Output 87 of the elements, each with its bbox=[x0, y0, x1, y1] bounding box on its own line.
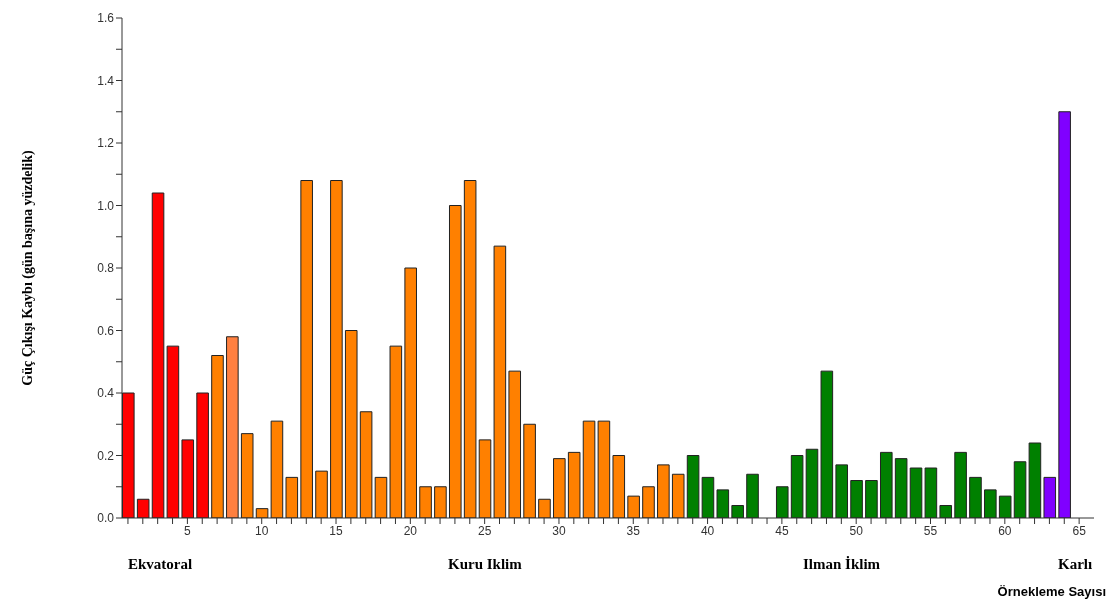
bar bbox=[523, 423, 536, 518]
bar bbox=[894, 458, 908, 518]
x-axis-title: Örnekleme Sayısı bbox=[997, 584, 1106, 599]
y-tick-label: 1.2 bbox=[97, 136, 115, 151]
x-tick-label: 45 bbox=[775, 523, 789, 538]
y-tick-label: 0.4 bbox=[97, 386, 115, 401]
y-tick-label: 1.0 bbox=[97, 198, 115, 213]
x-tick-label: 30 bbox=[552, 523, 566, 538]
bar bbox=[597, 420, 611, 518]
bar bbox=[924, 467, 938, 518]
text: Karlı bbox=[1058, 556, 1093, 573]
y-tick-label: 0.0 bbox=[97, 511, 115, 526]
x-tick-label: 35 bbox=[626, 523, 641, 538]
x-tick-label: 15 bbox=[329, 523, 344, 538]
y-tick-label: 1.4 bbox=[97, 73, 115, 88]
x-tick-label: 5 bbox=[184, 523, 192, 538]
x-tick-label: 65 bbox=[1072, 523, 1087, 538]
bar bbox=[582, 420, 596, 518]
bar bbox=[374, 476, 388, 518]
x-tick-label: 55 bbox=[923, 523, 938, 538]
text: Kuru Iklim bbox=[448, 556, 522, 573]
text: Ekvatoral bbox=[128, 556, 193, 573]
bar bbox=[731, 505, 744, 518]
bar bbox=[790, 455, 804, 518]
bar bbox=[969, 476, 982, 518]
bar bbox=[1058, 111, 1071, 518]
bar bbox=[553, 458, 566, 518]
bar bbox=[612, 455, 626, 518]
bar bbox=[448, 205, 462, 518]
bar bbox=[508, 370, 522, 518]
text: Ilman İklim bbox=[803, 556, 881, 573]
y-tick-label: 0.8 bbox=[97, 261, 115, 276]
bar bbox=[716, 489, 730, 518]
bar bbox=[151, 192, 165, 518]
bar bbox=[330, 180, 343, 518]
x-tick-label: 50 bbox=[849, 523, 864, 538]
bar bbox=[850, 480, 863, 518]
bar bbox=[1043, 476, 1057, 518]
x-tick-label: 20 bbox=[403, 523, 418, 538]
bar bbox=[285, 476, 299, 518]
bar bbox=[315, 470, 328, 518]
bar bbox=[1013, 461, 1027, 518]
bar bbox=[493, 245, 507, 518]
bar bbox=[226, 336, 239, 518]
bar bbox=[211, 355, 224, 518]
bar bbox=[434, 486, 447, 518]
bar bbox=[300, 180, 313, 518]
x-tick-label: 40 bbox=[700, 523, 715, 538]
bar bbox=[136, 498, 150, 518]
y-axis-title: Güç Çıkışı Kaybı (gün başına yüzdelik) bbox=[20, 150, 36, 386]
bar bbox=[404, 267, 417, 518]
bar bbox=[1028, 442, 1042, 518]
x-tick-label: 10 bbox=[255, 523, 269, 538]
bar bbox=[820, 370, 834, 518]
y-tick-label: 0.6 bbox=[97, 323, 115, 338]
bar bbox=[463, 180, 477, 518]
x-tick-label: 25 bbox=[477, 523, 492, 538]
bar bbox=[880, 451, 893, 518]
bar bbox=[538, 498, 551, 518]
bar bbox=[567, 451, 581, 518]
bar bbox=[627, 495, 640, 518]
bar bbox=[939, 505, 953, 518]
bar bbox=[909, 467, 923, 518]
bar bbox=[389, 345, 403, 518]
bar bbox=[166, 345, 180, 518]
bar bbox=[865, 480, 878, 518]
bar bbox=[181, 439, 195, 518]
bar bbox=[835, 464, 848, 518]
bar bbox=[775, 486, 789, 518]
bar bbox=[954, 451, 967, 518]
y-tick-label: 0.2 bbox=[97, 448, 115, 463]
x-tick-label: 60 bbox=[998, 523, 1012, 538]
bar bbox=[998, 495, 1012, 518]
bar bbox=[122, 392, 135, 518]
bar bbox=[984, 489, 997, 518]
bar bbox=[359, 411, 373, 518]
bar bbox=[196, 392, 209, 518]
bar bbox=[671, 473, 685, 518]
bar bbox=[657, 464, 670, 518]
bar bbox=[805, 448, 819, 518]
bar bbox=[746, 473, 759, 518]
bar bbox=[478, 439, 492, 518]
y-tick-label: 1.6 bbox=[97, 11, 115, 26]
bar bbox=[240, 433, 254, 518]
bar bbox=[419, 486, 432, 518]
bar bbox=[642, 486, 655, 518]
bar bbox=[344, 330, 358, 518]
